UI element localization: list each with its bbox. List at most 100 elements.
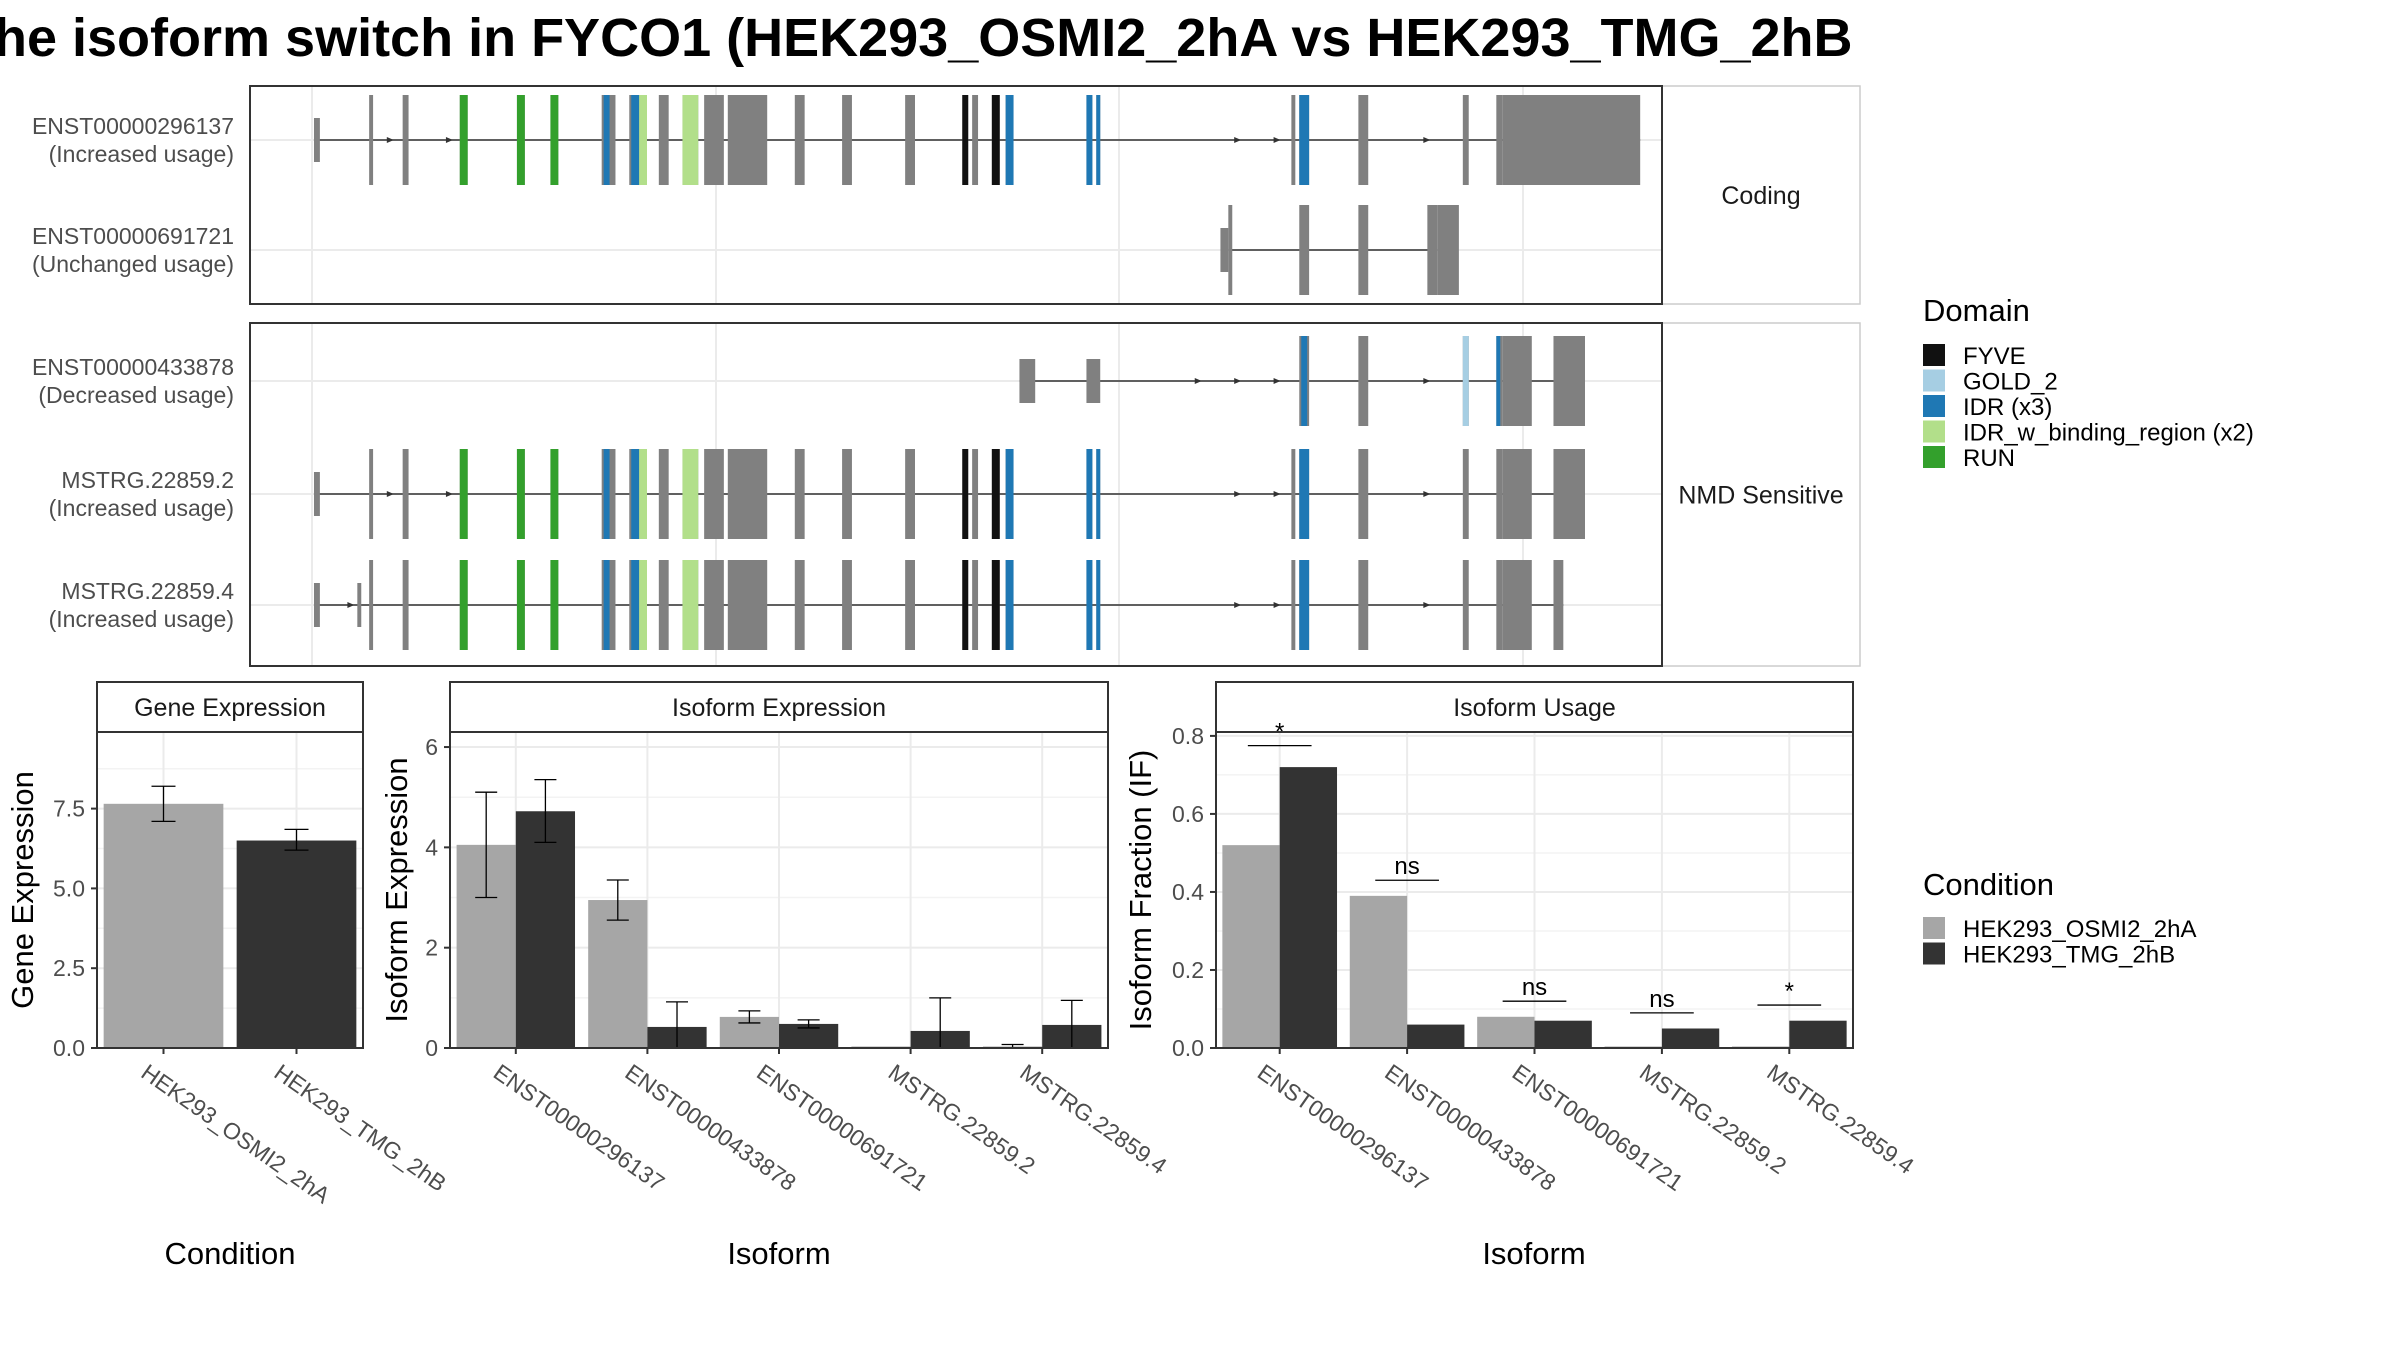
y-axis-title: Gene Expression (5, 771, 40, 1009)
coding-exon (369, 560, 374, 650)
domain-idr (1299, 95, 1310, 185)
domain-idr (631, 449, 640, 539)
coding-exon (658, 95, 669, 185)
legend-item-label: IDR_w_binding_region (x2) (1963, 420, 2254, 447)
domain-fyve (962, 560, 969, 650)
legend-swatch (1923, 369, 1945, 392)
transcript-id-label: ENST00000296137 (32, 113, 234, 139)
coding-exon (1462, 449, 1469, 539)
x-axis-title: Condition (165, 1236, 296, 1271)
domain-run (516, 560, 525, 650)
chart-title: Isoform Usage (1453, 694, 1616, 722)
strand-arrow (1423, 491, 1431, 497)
coding-exon (1358, 560, 1369, 650)
strand-arrow (1423, 378, 1431, 384)
domain-idr (1086, 560, 1093, 650)
coding-exon (1553, 560, 1564, 650)
domain-fyve (991, 449, 1000, 539)
figure-title: he isoform switch in FYCO1 (HEK293_OSMI2… (0, 8, 1853, 68)
coding-exon (1502, 560, 1532, 650)
domain-idr-w-binding-region (639, 560, 647, 650)
y-axis-title: Isoform Fraction (IF) (1123, 750, 1158, 1031)
domain-idr (1005, 560, 1014, 650)
y-tick-label: 0.6 (1172, 801, 1204, 827)
domain-idr (1299, 449, 1310, 539)
domain-idr (1005, 95, 1014, 185)
strand-arrow (1273, 137, 1281, 143)
y-tick-label: 0.8 (1172, 723, 1204, 749)
transcript-usage-label: (Increased usage) (49, 141, 234, 167)
legend-item-label: HEK293_OSMI2_2hA (1963, 916, 2196, 943)
strand-arrow (445, 137, 453, 143)
legend-item-label: IDR (x3) (1963, 394, 2052, 421)
coding-exon (1553, 449, 1585, 539)
legend-swatch (1923, 420, 1945, 443)
coding-exon (905, 560, 915, 650)
transcript-id-label: MSTRG.22859.4 (61, 578, 234, 604)
bar-charts: Gene Expression0.02.55.07.5HEK293_OSMI2_… (5, 681, 1919, 1271)
strand-arrow (386, 137, 394, 143)
domain-idr (1096, 449, 1101, 539)
domain-run (516, 95, 525, 185)
coding-exon (727, 560, 768, 650)
transcript-usage-label: (Increased usage) (49, 606, 234, 632)
coding-exon (704, 449, 724, 539)
coding-exon (1496, 560, 1503, 650)
utr-exon (313, 118, 320, 162)
utr-exon (1220, 228, 1229, 272)
facet-strip (1661, 85, 1861, 305)
legend-swatch (1923, 942, 1945, 965)
strand-arrow (1273, 491, 1281, 497)
strand-arrow (445, 491, 453, 497)
coding-exon (1462, 560, 1469, 650)
coding-exon (1291, 449, 1296, 539)
transcript-id-label: MSTRG.22859.2 (61, 467, 234, 493)
transcript-usage-label: (Increased usage) (49, 495, 234, 521)
transcript-id-label: ENST00000433878 (32, 354, 234, 380)
coding-exon (402, 95, 409, 185)
domain-idr (603, 449, 610, 539)
domain-idr (1086, 95, 1093, 185)
coding-exon (972, 95, 979, 185)
domain-idr (1299, 560, 1310, 650)
y-tick-label: 0.0 (1172, 1035, 1204, 1061)
legend-swatch (1923, 446, 1945, 468)
coding-exon (1228, 205, 1233, 295)
coding-exon (905, 95, 915, 185)
transcript-id-label: ENST00000691721 (32, 223, 234, 249)
coding-exon (1502, 95, 1641, 185)
coding-exon (1358, 449, 1369, 539)
bar-condition-a (1349, 895, 1408, 1048)
y-tick-label: 2 (425, 935, 438, 961)
coding-exon (369, 95, 374, 185)
domain-idr-w-binding-region (682, 449, 699, 539)
coding-exon (972, 560, 979, 650)
facet-label: NMD Sensitive (1678, 482, 1843, 510)
coding-exon (658, 560, 669, 650)
x-axis-title: Isoform (1482, 1236, 1585, 1271)
coding-exon (727, 449, 768, 539)
domain-idr (603, 95, 610, 185)
strand-arrow (1423, 137, 1431, 143)
domain-idr-w-binding-region (639, 449, 647, 539)
legend-item-label: FYVE (1963, 343, 2026, 370)
bar-condition-b (1279, 767, 1338, 1048)
domain-idr (631, 560, 640, 650)
strand-arrow (386, 491, 394, 497)
bar-condition-a (588, 900, 648, 1048)
domain-fyve (991, 560, 1000, 650)
domain-idr (1005, 449, 1014, 539)
transcript-ENST00000296137: ENST00000296137(Increased usage) (32, 95, 1641, 185)
chart-panel-border (96, 731, 364, 1049)
coding-exon (369, 449, 374, 539)
bar-condition-a (103, 803, 224, 1048)
domain-idr-w-binding-region (682, 560, 699, 650)
utr-exon (1086, 359, 1101, 403)
transcript-MSTRG.22859.2: MSTRG.22859.2(Increased usage) (49, 449, 1585, 539)
strand-arrow (1423, 602, 1431, 608)
legend-swatch (1923, 917, 1945, 939)
strand-arrow (1273, 378, 1281, 384)
